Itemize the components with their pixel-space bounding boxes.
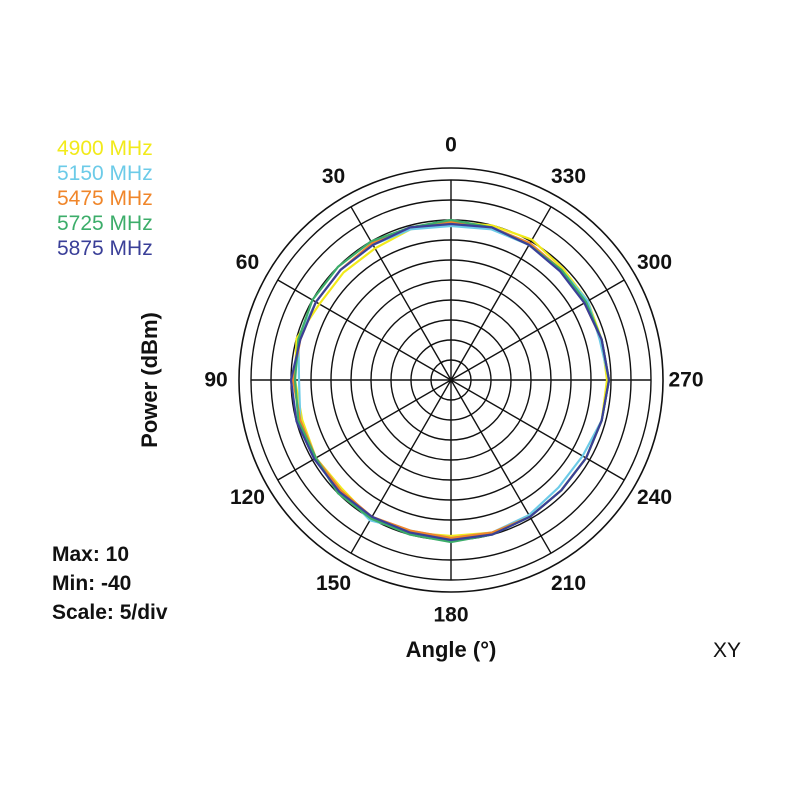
- angle-ticks: 0 30 60 90 120 150 180 210 240 270 300 330: [204, 134, 703, 627]
- legend-item-5725: 5725 MHz: [57, 212, 153, 235]
- angle-tick-label: 60: [236, 251, 259, 274]
- grid-spoke: [350, 379, 452, 554]
- polar-grid: [238, 167, 664, 593]
- legend-item-5475: 5475 MHz: [57, 187, 153, 210]
- legend-item-5150: 5150 MHz: [57, 162, 153, 185]
- angle-tick-label: 210: [551, 572, 586, 595]
- series-group: [289, 218, 611, 544]
- grid-spoke: [277, 379, 452, 481]
- grid-spoke: [277, 279, 452, 381]
- grid-spoke: [450, 279, 625, 381]
- plane-label: XY: [712, 639, 742, 662]
- angle-tick-label: 300: [637, 251, 672, 274]
- x-axis-label: Angle (°): [405, 637, 497, 662]
- legend: 4900 MHz 5150 MHz 5475 MHz 5725 MHz 5875…: [57, 136, 153, 261]
- angle-tick-label: 90: [204, 369, 227, 392]
- angle-tick-label: 240: [637, 486, 672, 509]
- grid-spoke: [450, 379, 625, 481]
- angle-tick-label: 330: [551, 165, 586, 188]
- min-label: Min: -40: [52, 572, 132, 595]
- angle-tick-label: 0: [445, 134, 457, 157]
- y-axis-label: Power (dBm): [137, 312, 162, 448]
- angle-tick-label: 150: [316, 572, 351, 595]
- max-label: Max: 10: [52, 543, 130, 566]
- scale-label: Scale: 5/div: [52, 601, 168, 624]
- series-line-5875-mhz: [289, 222, 611, 542]
- angle-tick-label: 30: [322, 165, 345, 188]
- angle-tick-label: 120: [230, 486, 265, 509]
- angle-tick-label: 270: [668, 369, 703, 392]
- outer-frame-ring: [238, 167, 664, 593]
- grid-spoke: [350, 206, 452, 381]
- angle-tick-label: 180: [433, 604, 468, 627]
- scale-stats: Max: 10 Min: -40 Scale: 5/div: [52, 540, 168, 627]
- series-line-5725-mhz: [293, 218, 611, 544]
- grid-spoke: [450, 206, 552, 381]
- legend-item-5875: 5875 MHz: [57, 237, 153, 260]
- legend-item-4900: 4900 MHz: [57, 137, 153, 160]
- grid-spoke: [450, 379, 552, 554]
